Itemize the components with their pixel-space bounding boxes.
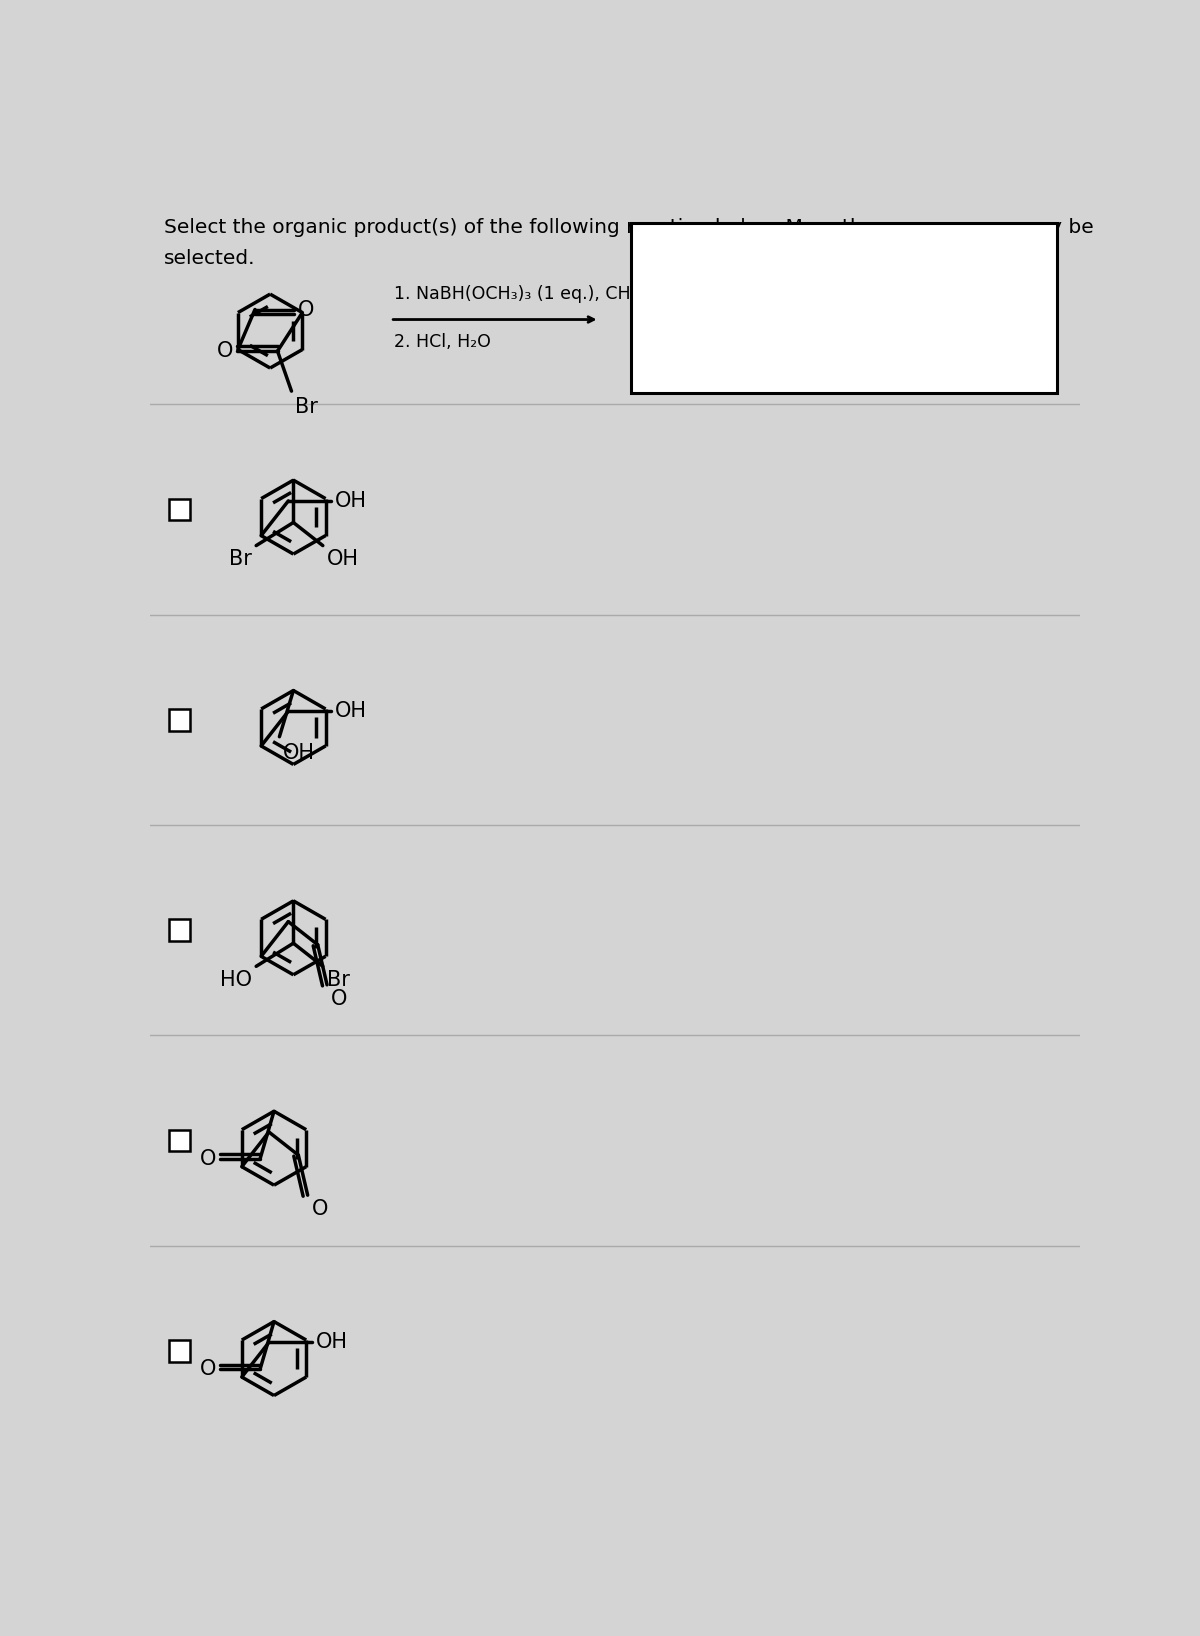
Text: Select the organic product(s) of the following reaction below. More than one ans: Select the organic product(s) of the fol… — [164, 218, 1093, 237]
Bar — [630, 222, 1057, 393]
Text: O: O — [312, 1199, 328, 1219]
Text: Br: Br — [229, 550, 252, 569]
Text: OH: OH — [283, 743, 316, 762]
Bar — [168, 1130, 191, 1152]
Text: OH: OH — [316, 1332, 348, 1353]
Text: Br: Br — [295, 398, 318, 417]
Text: HO: HO — [221, 970, 252, 990]
Text: OH: OH — [326, 550, 359, 569]
Text: O: O — [331, 988, 347, 1009]
Text: Br: Br — [326, 970, 349, 990]
Bar — [168, 708, 191, 731]
Text: 1. NaBH(OCH₃)₃ (1 eq.), CH₃OH, 0° C: 1. NaBH(OCH₃)₃ (1 eq.), CH₃OH, 0° C — [394, 285, 713, 303]
Text: O: O — [199, 1148, 216, 1170]
Text: O: O — [217, 340, 233, 362]
Bar — [168, 919, 191, 941]
Text: selected.: selected. — [164, 249, 256, 268]
Text: 2. HCl, H₂O: 2. HCl, H₂O — [394, 334, 491, 352]
Bar — [168, 1340, 191, 1361]
Text: OH: OH — [335, 491, 367, 510]
Text: O: O — [298, 299, 314, 319]
Text: OH: OH — [335, 702, 367, 721]
Bar — [168, 499, 191, 520]
Text: O: O — [199, 1360, 216, 1379]
